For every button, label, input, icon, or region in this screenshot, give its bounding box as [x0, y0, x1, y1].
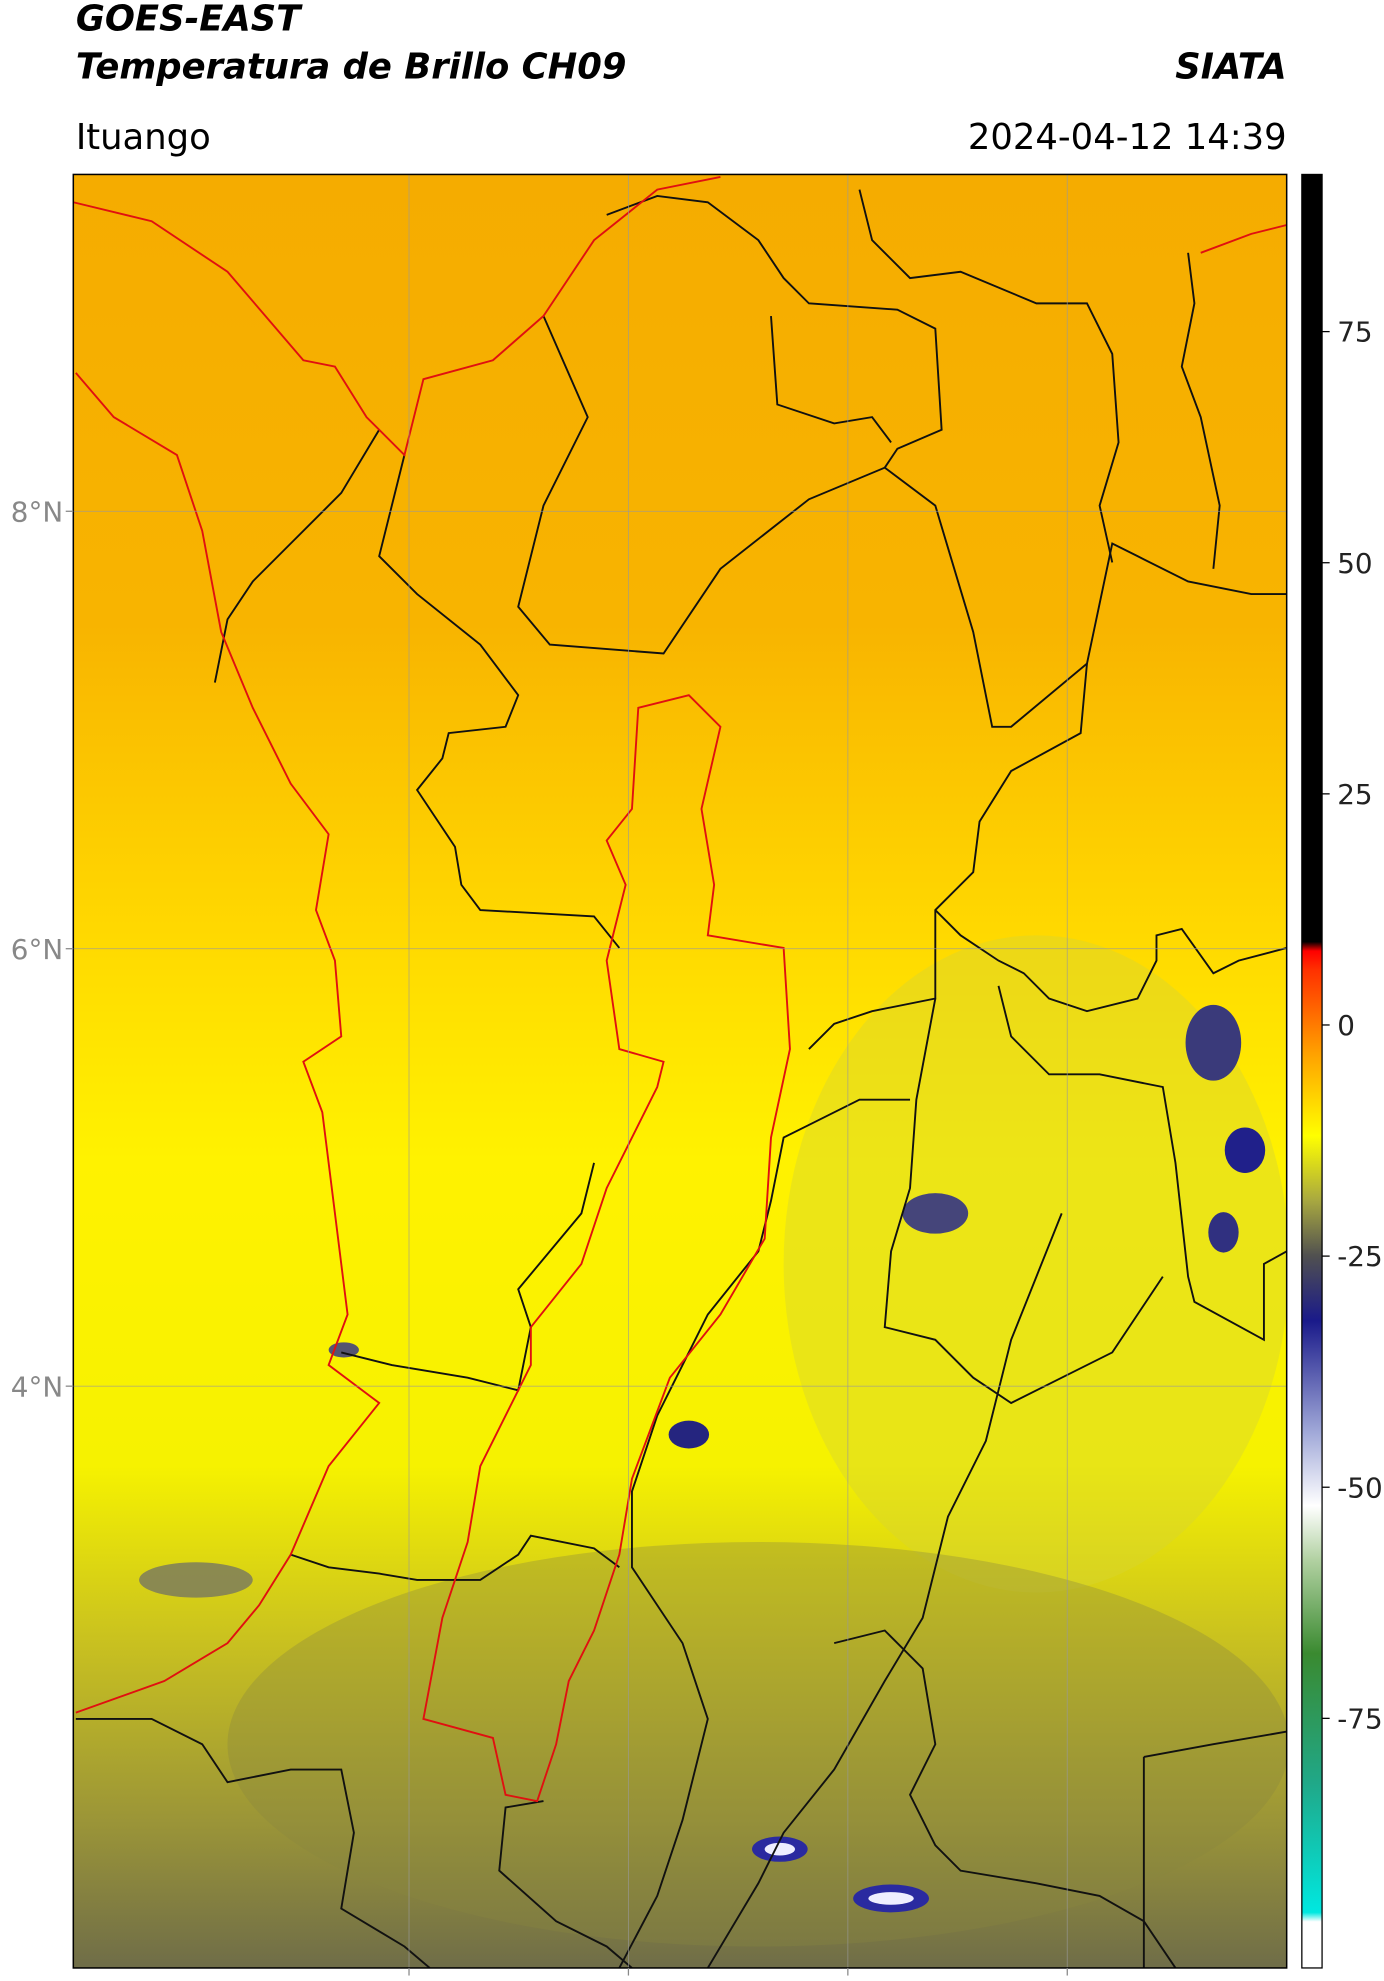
- map-ticks: 77°W 76°W 75°W 74°W 4°N 6°N 8°N: [11, 495, 1106, 1981]
- x-tick-label: 74°W: [1029, 1980, 1106, 1981]
- x-tick-label: 77°W: [371, 1980, 448, 1981]
- source: SIATA: [1175, 46, 1286, 87]
- border: [1142, 1730, 1287, 1968]
- colorbar-tick-label: 75: [1337, 316, 1372, 349]
- map-background: [73, 174, 1287, 1968]
- colorbar-tick-label: -75: [1337, 1702, 1382, 1735]
- cloud: [1208, 1212, 1239, 1253]
- border: [706, 1213, 1063, 1968]
- cloud: [902, 1193, 969, 1234]
- border: [770, 315, 892, 443]
- basin-boundary: [422, 694, 791, 1803]
- cloud: [139, 1562, 253, 1598]
- coast: [73, 176, 721, 457]
- title-line1: GOES-EAST: [76, 0, 303, 39]
- title-line2: Temperatura de Brillo CH09: [76, 46, 627, 87]
- map-frame: [72, 173, 1288, 1969]
- cloud-core: [868, 1892, 914, 1905]
- colorbar-tick-label: 25: [1337, 778, 1372, 811]
- border: [618, 1098, 911, 1968]
- border: [1180, 252, 1221, 569]
- y-tick-label: 8°N: [11, 495, 63, 528]
- colorbar-tick-label: -50: [1337, 1471, 1382, 1504]
- cloud-field: [227, 1542, 1287, 1947]
- border: [517, 315, 1287, 728]
- colorbar-tick-label: 50: [1337, 547, 1372, 580]
- border: [833, 1629, 1177, 1968]
- cloud: [1185, 1004, 1242, 1081]
- borders: [75, 189, 1287, 1968]
- x-tick-label: 76°W: [590, 1980, 667, 1981]
- border: [75, 1718, 431, 1968]
- datetime: 2024-04-12 14:39: [968, 117, 1287, 158]
- coastline: [73, 176, 1287, 1803]
- colorbar-ticks: -75 -50 -25 0 25 50 75: [1322, 316, 1383, 1735]
- colorbar-tick-label: -25: [1337, 1240, 1382, 1273]
- map-area: [73, 174, 1287, 1968]
- cloud: [668, 1420, 710, 1449]
- cloud-core: [764, 1842, 796, 1856]
- border: [606, 194, 943, 469]
- border: [883, 998, 1164, 1405]
- cloud: [1224, 1127, 1266, 1173]
- border: [341, 1162, 595, 1392]
- border: [858, 189, 1120, 563]
- colorbar-tick-label: 0: [1337, 1009, 1355, 1042]
- border: [997, 985, 1287, 1342]
- border: [498, 1800, 633, 1968]
- border: [290, 1534, 620, 1581]
- coast: [1200, 224, 1287, 254]
- border: [213, 429, 380, 683]
- x-tick-label: 75°W: [809, 1980, 886, 1981]
- coast: [75, 372, 381, 1714]
- grid: [73, 174, 1287, 1968]
- colorbar: [1301, 173, 1323, 1969]
- y-tick-label: 6°N: [11, 933, 63, 966]
- border: [934, 909, 1287, 1013]
- border: [808, 663, 1088, 1050]
- border: [378, 454, 621, 949]
- y-tick-label: 4°N: [11, 1370, 63, 1403]
- location: Ituango: [76, 117, 211, 158]
